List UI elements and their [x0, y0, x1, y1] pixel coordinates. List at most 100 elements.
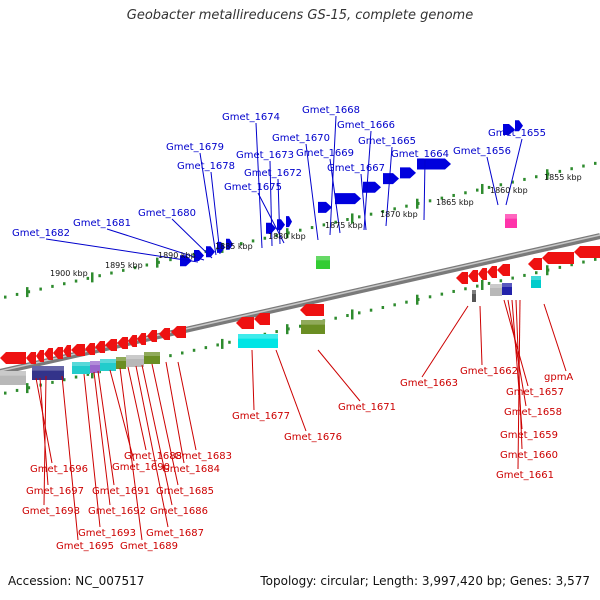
forward-gene	[318, 201, 332, 213]
forward-gene-label: Gmet_1669	[296, 148, 354, 159]
tick-row-upper-dot	[346, 218, 349, 222]
reverse-callout-line	[511, 299, 523, 430]
reverse-gene	[117, 337, 128, 349]
tick-row-upper-dot	[487, 185, 491, 189]
forward-callout-line	[106, 228, 205, 261]
tick-label: 1900 kbp	[50, 269, 88, 278]
reverse-callout-line	[177, 361, 197, 451]
reverse-callout-line	[135, 365, 169, 528]
tick-row-lower-dot	[228, 340, 231, 344]
tick-row-upper-dot	[523, 177, 526, 181]
tick-label: 1895 kbp	[105, 261, 143, 270]
reverse-gene	[487, 266, 497, 278]
tick-row-lower-major-tick	[221, 338, 224, 349]
forward-callout-line	[505, 138, 523, 206]
tick-label: 1880 kbp	[268, 232, 306, 241]
forward-callout-line	[199, 152, 217, 256]
tick-row-upper-dot	[51, 284, 54, 288]
reverse-gene-label: Gmet_1677	[232, 411, 290, 422]
tick-row-lower-dot	[393, 303, 396, 307]
reverse-gene-label: Gmet_1659	[500, 430, 558, 441]
reverse-gene-label: Gmet_1687	[146, 528, 204, 539]
reverse-gene	[63, 345, 71, 357]
rna-feature-highlight	[531, 276, 541, 280]
reverse-gene-label: Gmet_1696	[30, 464, 88, 475]
tick-row-upper-dot	[452, 193, 455, 197]
tick-row-upper-dot	[15, 292, 19, 296]
forward-callout-line	[171, 218, 213, 259]
accession-text: Accession: NC_007517	[8, 574, 145, 588]
tick-row-lower-major-tick	[286, 324, 289, 335]
tick-row-lower-dot	[216, 343, 219, 347]
tick-row-upper-dot	[381, 210, 385, 214]
forward-gene	[503, 123, 515, 135]
reverse-gene-label: Gmet_1693	[78, 528, 136, 539]
misc-feature	[126, 355, 144, 367]
rna-feature	[531, 276, 541, 288]
forward-gene	[515, 120, 523, 132]
reverse-gene-label: Gmet_1684	[162, 464, 220, 475]
tick-row-upper-major-tick	[416, 198, 419, 209]
misc-feature	[472, 290, 476, 302]
forward-gene-label: Gmet_1655	[488, 128, 546, 139]
forward-callout-line	[257, 192, 285, 244]
tick-label: 1875 kbp	[325, 221, 363, 230]
tick-row-lower-major-tick	[351, 309, 354, 320]
reverse-gene	[497, 264, 510, 276]
reverse-gene-label: Gmet_1676	[284, 432, 342, 443]
forward-gene-label: Gmet_1679	[166, 142, 224, 153]
tick-row-upper-dot	[511, 180, 514, 184]
reverse-callout-line	[43, 375, 47, 506]
reverse-callout-line	[479, 305, 483, 366]
tick-row-lower-dot	[535, 271, 538, 275]
tick-row-upper-dot	[169, 258, 172, 262]
rna-feature-highlight	[316, 256, 330, 261]
reverse-gene-label: Gmet_1695	[56, 541, 114, 552]
reverse-gene	[105, 339, 117, 351]
tick-row-lower-dot	[405, 300, 408, 304]
forward-gene-label: Gmet_1678	[177, 161, 235, 172]
tick-row-upper-dot	[145, 263, 149, 267]
reverse-gene	[44, 348, 53, 360]
reverse-gene-label: Gmet_1697	[26, 486, 84, 497]
forward-gene-label: Gmet_1665	[358, 136, 416, 147]
tick-row-upper-dot	[251, 239, 255, 243]
tick-row-upper-dot	[63, 282, 66, 286]
reverse-gene-label: Gmet_1691	[92, 486, 150, 497]
tick-row-upper-dot	[440, 196, 444, 200]
rna-feature	[100, 359, 116, 371]
rna-feature	[238, 334, 278, 348]
reverse-gene	[528, 258, 542, 270]
reverse-callout-line	[507, 299, 527, 407]
tick-row-upper-dot	[98, 274, 101, 278]
tick-label: 1860 kbp	[490, 186, 528, 195]
tick-row-lower-major-tick	[416, 294, 419, 305]
reverse-gene-label: gpmA	[544, 372, 573, 383]
tick-row-upper-major-tick	[26, 287, 29, 298]
tick-row-lower-dot	[51, 380, 54, 384]
tick-row-lower-dot	[275, 330, 278, 334]
forward-gene	[180, 255, 192, 267]
reverse-gene-label: Gmet_1688	[124, 451, 182, 462]
reverse-gene-label: Gmet_1658	[504, 407, 562, 418]
tick-row-lower-dot	[594, 257, 597, 261]
tick-row-upper-dot	[299, 228, 302, 232]
tick-row-upper-dot	[86, 276, 90, 280]
misc-feature	[301, 320, 325, 334]
tick-row-lower-dot	[452, 289, 455, 293]
reverse-gene-label: Gmet_1690	[112, 462, 170, 473]
reverse-callout-line	[35, 377, 53, 464]
tick-label: 1890 kbp	[158, 251, 196, 260]
reverse-callout-line	[151, 363, 179, 486]
reverse-callout-line	[275, 349, 307, 432]
misc-feature-highlight	[472, 290, 476, 294]
misc-feature	[90, 361, 100, 373]
forward-callout-line	[329, 158, 341, 234]
reverse-callout-line	[515, 299, 523, 450]
tick-row-upper-dot	[535, 175, 538, 179]
forward-gene-label: Gmet_1664	[391, 149, 449, 160]
tick-label: 1870 kbp	[380, 210, 418, 219]
forward-callout-line	[423, 159, 426, 221]
tick-row-lower-dot	[381, 306, 385, 310]
